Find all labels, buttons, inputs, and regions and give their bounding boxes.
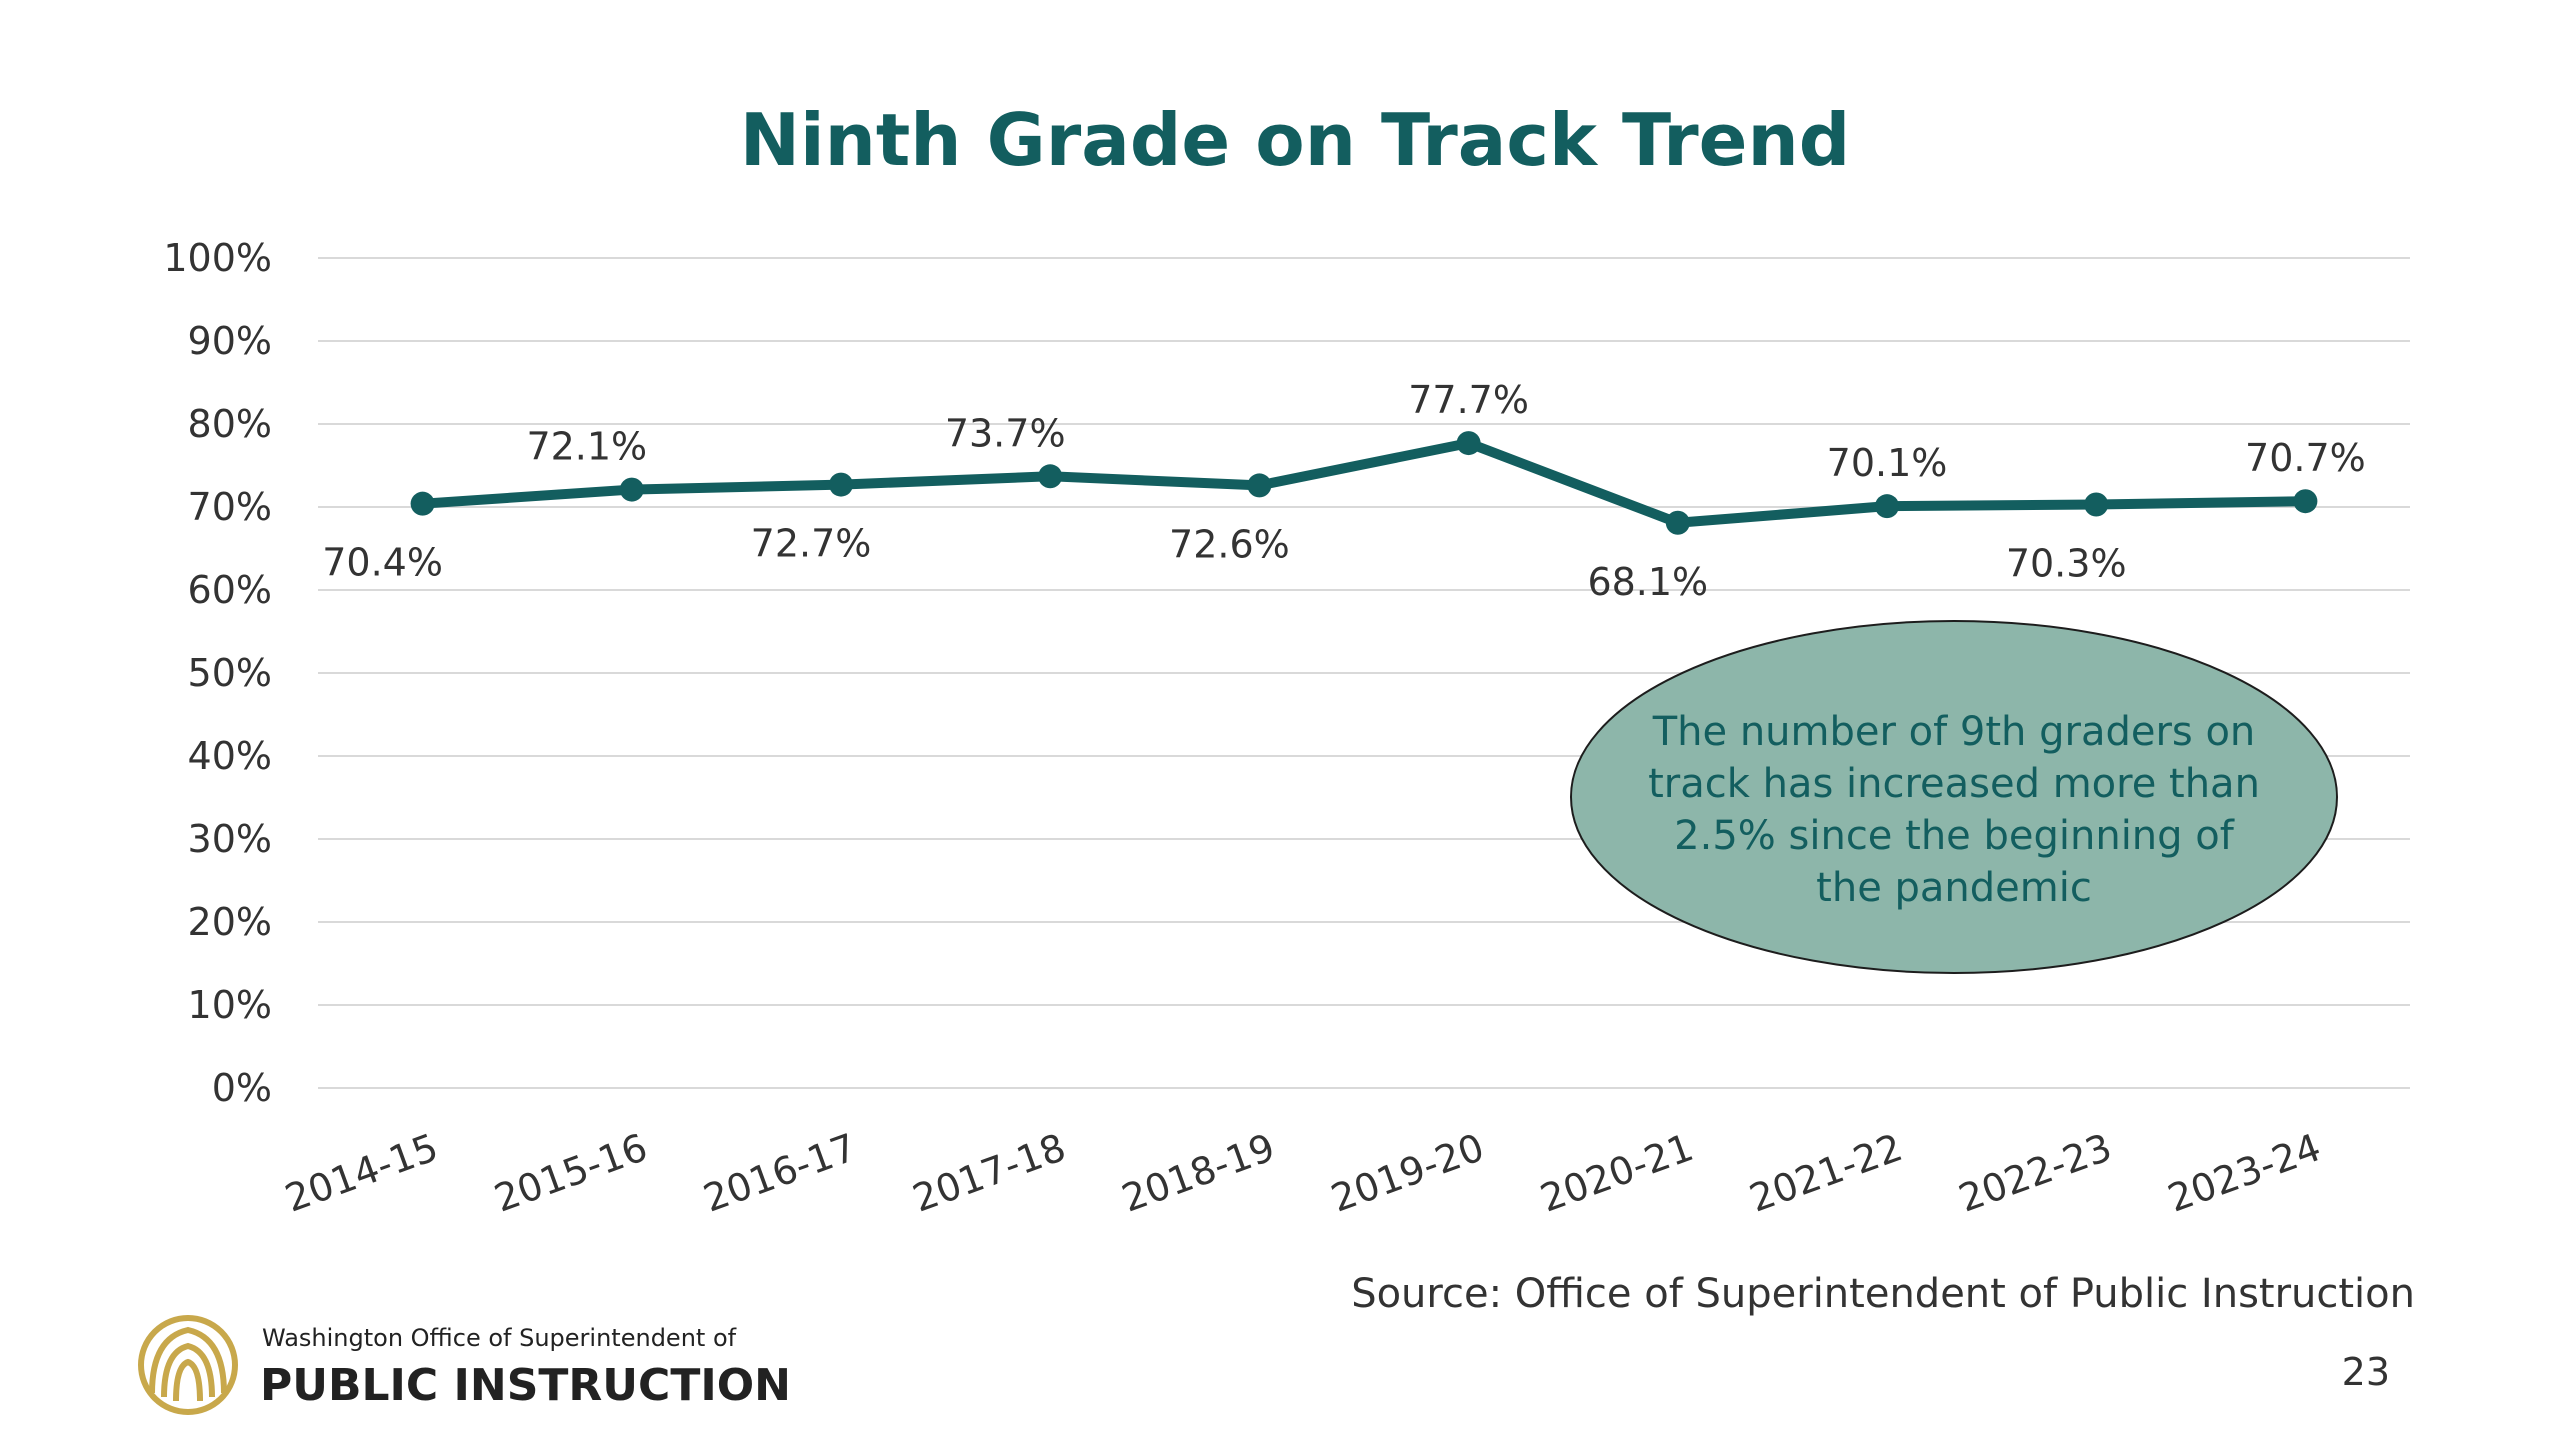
y-tick-label: 20% (188, 900, 272, 944)
data-label: 77.7% (1408, 378, 1529, 422)
x-tick-label: 2021-22 (1744, 1125, 1908, 1221)
data-labels: 70.4% 72.1% 72.7% 73.7% 72.6% 77.7% 68.1% 70.1%… (322, 378, 2366, 604)
data-point (829, 472, 853, 497)
data-point (1456, 431, 1481, 456)
x-tick-label: 2020-21 (1535, 1125, 1699, 1221)
y-tick-label: 100% (163, 236, 272, 280)
data-point (1247, 473, 1272, 498)
y-tick-label: 30% (188, 817, 272, 861)
data-label: 72.1% (526, 425, 647, 469)
data-label: 70.3% (2006, 542, 2127, 586)
x-tick-label: 2019-20 (1325, 1125, 1489, 1221)
data-label: 70.7% (2245, 436, 2366, 480)
data-point (1875, 494, 1899, 519)
x-tick-label: 2016-17 (698, 1125, 862, 1221)
x-tick-label: 2023-24 (2162, 1125, 2326, 1221)
data-point (2084, 492, 2109, 517)
y-tick-label: 60% (188, 568, 272, 612)
data-label: 70.4% (322, 541, 443, 585)
callout-ellipse (1570, 620, 2338, 974)
logo-agency-line: Washington Office of Superintendent of (262, 1324, 737, 1352)
source-note: Source: Office of Superintendent of Publ… (1351, 1271, 2415, 1317)
x-axis-tick-labels: 2014-15 2015-16 2016-17 2017-18 2018-19 2019-… (279, 1125, 2326, 1221)
gridlines (318, 257, 2410, 1089)
data-point (619, 477, 644, 502)
data-label: 72.7% (751, 522, 872, 566)
logo-emblem-icon (138, 1315, 238, 1415)
data-point (2293, 489, 2318, 514)
y-axis-tick-labels: 0% 10% 20% 30% 40% 50% 60% 70% 80% 90% 100% (163, 236, 272, 1110)
x-tick-label: 2014-15 (279, 1125, 443, 1221)
chart-title: Ninth Grade on Track Trend (740, 98, 1851, 182)
callout-line-1: The number of 9th graders on (1652, 709, 2256, 755)
y-tick-label: 0% (212, 1066, 272, 1110)
page-number: 23 (2342, 1350, 2390, 1394)
y-tick-label: 90% (188, 319, 272, 363)
logo-agency-name: PUBLIC INSTRUCTION (260, 1360, 791, 1411)
callout-line-4: the pandemic (1816, 865, 2092, 911)
x-tick-label: 2015-16 (489, 1125, 653, 1221)
data-label: 70.1% (1827, 441, 1948, 485)
y-tick-label: 70% (188, 485, 272, 529)
data-point (1038, 464, 1063, 489)
ospi-logo: Washington Office of Superintendent of P… (138, 1315, 791, 1415)
series-line (417, 438, 2311, 528)
data-label: 73.7% (945, 411, 1066, 455)
x-tick-label: 2018-19 (1116, 1125, 1280, 1221)
data-label: 68.1% (1587, 560, 1708, 604)
callout-line-2: track has increased more than (1648, 761, 2260, 807)
y-tick-label: 50% (188, 651, 272, 695)
data-label: 72.6% (1169, 522, 1290, 566)
y-tick-label: 40% (188, 734, 272, 778)
y-tick-label: 10% (188, 983, 272, 1027)
y-tick-label: 80% (188, 402, 272, 446)
callout: The number of 9th graders on track has i… (1570, 620, 2338, 974)
callout-line-3: 2.5% since the beginning of (1674, 813, 2235, 859)
x-tick-label: 2017-18 (907, 1125, 1071, 1221)
data-point (1665, 510, 1690, 535)
series-ninth-grade-on-track (410, 431, 2318, 535)
x-tick-label: 2022-23 (1953, 1125, 2117, 1221)
data-point (410, 491, 435, 516)
